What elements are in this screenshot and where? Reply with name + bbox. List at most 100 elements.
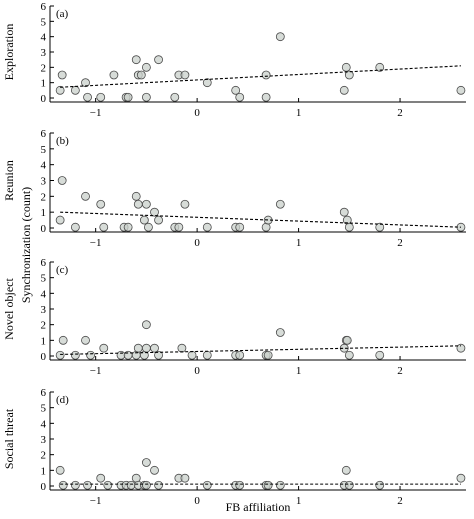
- data-point: [133, 199, 143, 209]
- y-tick-label: 0: [41, 351, 47, 363]
- panel-1: 0 1 2 3 4 5 6 −1 0 1 2 (a) Exploration: [2, 1, 466, 119]
- trend-line: [60, 211, 461, 228]
- data-point: [154, 350, 163, 360]
- data-point: [341, 62, 351, 72]
- data-point: [57, 176, 67, 185]
- data-point: [141, 480, 151, 490]
- data-point: [55, 215, 65, 225]
- data-point: [58, 480, 68, 490]
- data-point: [123, 92, 133, 102]
- data-point: [344, 480, 354, 490]
- data-point: [202, 480, 212, 490]
- data-point: [144, 222, 153, 232]
- data-point: [57, 70, 67, 80]
- y-tick-label: 1: [41, 78, 47, 90]
- data-point: [339, 85, 349, 95]
- data-point: [55, 350, 65, 360]
- y-tick-label: 4: [41, 160, 47, 172]
- y-tick-label: 4: [41, 288, 47, 300]
- x-tick-label: −1: [90, 495, 102, 507]
- panel-2: 0 1 2 3 4 5 6 −1 0 1 2 (b) Reunion: [2, 128, 466, 249]
- data-point: [81, 191, 90, 201]
- y-tick-label: 5: [41, 16, 47, 28]
- panel-y-label: Reunion: [2, 160, 16, 201]
- x-tick-label: 2: [397, 107, 403, 119]
- shared-y-axis-title: Synchronization (count): [19, 187, 33, 303]
- x-tick-label: 2: [397, 237, 403, 249]
- data-point: [103, 480, 113, 490]
- data-point: [86, 350, 95, 360]
- data-point: [96, 92, 106, 102]
- x-tick-label: 1: [296, 495, 302, 507]
- data-point: [180, 473, 190, 483]
- data-point: [342, 335, 352, 345]
- data-point: [150, 343, 159, 353]
- data-point: [141, 320, 151, 330]
- data-point: [99, 222, 109, 232]
- data-point: [375, 222, 385, 232]
- panel-y-label: Novel object: [2, 278, 16, 340]
- panel-4: 0 1 2 3 4 5 6 −1 0 1 2 (d) Social threat: [2, 387, 466, 507]
- y-tick-label: 0: [41, 223, 47, 235]
- data-point: [344, 222, 354, 232]
- data-point: [235, 222, 245, 232]
- data-point: [231, 85, 241, 95]
- data-point: [70, 350, 80, 360]
- data-point: [456, 343, 466, 353]
- y-tick-label: 6: [41, 257, 47, 269]
- data-point: [154, 480, 163, 490]
- y-tick-label: 0: [41, 481, 47, 493]
- data-point: [180, 199, 190, 209]
- data-point: [141, 458, 151, 467]
- data-point: [150, 465, 159, 475]
- data-point: [96, 473, 106, 483]
- y-tick-label: 6: [41, 128, 47, 140]
- x-tick-label: 1: [296, 237, 302, 249]
- x-tick-label: 0: [194, 237, 200, 249]
- x-axis-title: FB affiliation: [226, 500, 291, 514]
- panel-y-label: Social threat: [2, 408, 16, 469]
- data-point: [154, 55, 163, 65]
- y-tick-label: 0: [41, 93, 47, 105]
- panel-letter: (b): [56, 135, 69, 147]
- data-point: [174, 222, 184, 232]
- trend-line: [60, 65, 461, 88]
- data-point: [275, 328, 285, 337]
- data-point: [154, 215, 163, 225]
- y-tick-label: 3: [41, 47, 47, 59]
- data-point: [202, 350, 212, 360]
- x-tick-label: −1: [90, 107, 102, 119]
- y-tick-label: 3: [41, 176, 47, 188]
- data-point: [70, 85, 80, 95]
- panel-letter: (a): [56, 8, 69, 20]
- panel-y-label: Exploration: [2, 24, 16, 81]
- x-tick-label: 2: [397, 495, 403, 507]
- data-point: [109, 70, 119, 80]
- data-point: [141, 343, 151, 353]
- data-point: [170, 92, 180, 102]
- data-point: [275, 199, 285, 209]
- data-point: [375, 480, 385, 490]
- y-tick-label: 2: [41, 191, 47, 203]
- y-tick-label: 1: [41, 465, 47, 477]
- data-point: [344, 350, 354, 360]
- y-tick-label: 6: [41, 387, 47, 399]
- data-point: [261, 92, 271, 102]
- data-point: [136, 70, 146, 80]
- data-point: [133, 343, 143, 353]
- data-point: [55, 465, 65, 475]
- data-point: [263, 350, 273, 360]
- data-point: [81, 78, 90, 88]
- data-point: [235, 92, 245, 102]
- data-point: [180, 70, 190, 80]
- data-point: [344, 70, 354, 80]
- panel-letter: (c): [56, 264, 69, 276]
- y-tick-label: 5: [41, 403, 47, 415]
- data-point: [275, 480, 285, 490]
- data-point: [375, 62, 385, 72]
- data-point: [131, 55, 141, 65]
- data-point: [341, 465, 351, 475]
- y-tick-label: 2: [41, 450, 47, 462]
- data-point: [275, 32, 285, 42]
